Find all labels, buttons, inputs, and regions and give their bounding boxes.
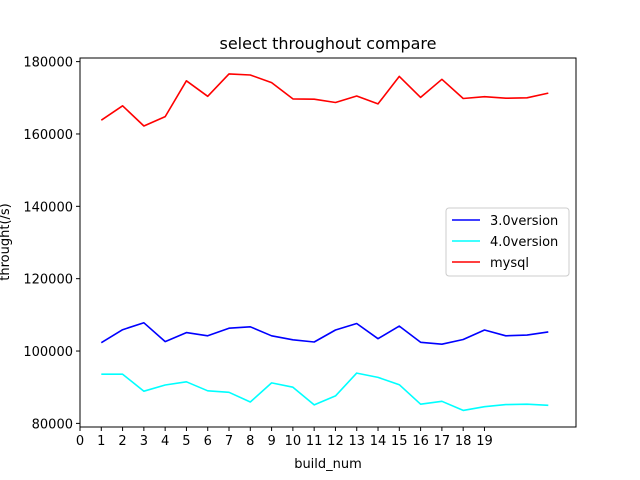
x-axis-label: build_num [294, 457, 362, 472]
x-tick-label: 9 [267, 434, 275, 449]
x-tick-label: 16 [412, 434, 429, 449]
y-tick-label: 160000 [23, 128, 73, 143]
legend: 3.0version 4.0version mysql [445, 207, 570, 277]
x-tick-label: 7 [225, 434, 233, 449]
x-tick-label: 8 [246, 434, 254, 449]
x-tick-label: 10 [285, 434, 302, 449]
legend-entry: mysql [490, 256, 529, 271]
legend-box [445, 207, 570, 277]
y-tick-label: 180000 [23, 56, 73, 71]
y-axis-ticks: 80000 100000 120000 140000 160000 180000 [23, 56, 80, 432]
x-tick-label: 2 [118, 434, 126, 449]
x-axis-ticks: 0 1 2 3 4 5 6 7 8 9 10 11 12 13 14 15 16 17 18 19 [76, 427, 493, 449]
y-tick-label: 140000 [23, 200, 73, 215]
x-tick-label: 14 [370, 434, 387, 449]
plot-frame [79, 57, 577, 428]
x-tick-label: 18 [455, 434, 472, 449]
x-tick-label: 17 [434, 434, 451, 449]
x-tick-label: 13 [348, 434, 365, 449]
x-tick-label: 11 [306, 434, 323, 449]
y-tick-label: 100000 [23, 345, 73, 360]
y-tick-label: 120000 [23, 273, 73, 288]
x-tick-label: 4 [161, 434, 169, 449]
x-tick-label: 12 [327, 434, 344, 449]
legend-entry: 3.0version [490, 214, 558, 229]
x-tick-label: 19 [476, 434, 493, 449]
legend-entry: 4.0version [490, 235, 558, 250]
x-tick-label: 5 [182, 434, 190, 449]
x-tick-label: 15 [391, 434, 408, 449]
series-line-mysql [100, 73, 549, 127]
x-tick-label: 3 [140, 434, 148, 449]
x-tick-label: 0 [76, 434, 84, 449]
x-tick-label: 1 [97, 434, 105, 449]
series-line-4-0version [101, 372, 549, 412]
plot-lines [100, 73, 549, 412]
chart-title: select throughout compare [220, 34, 437, 53]
series-line-3-0version [100, 321, 549, 346]
y-axis-label: throught(/s) [0, 203, 13, 280]
x-tick-label: 6 [204, 434, 212, 449]
y-tick-label: 80000 [32, 417, 73, 432]
